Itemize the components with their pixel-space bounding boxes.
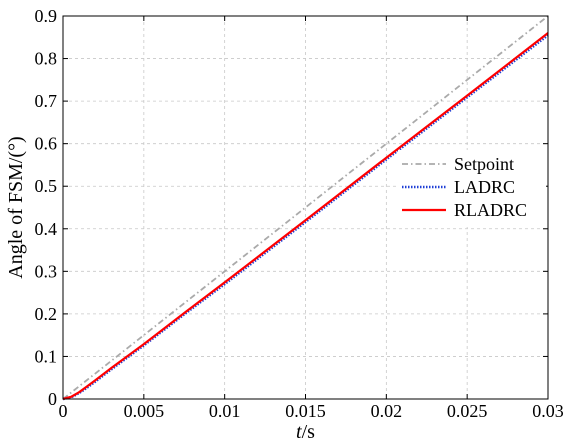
y-tick-label: 0.2 [35,304,58,324]
y-tick-label: 0 [48,389,57,409]
y-tick-label: 0.7 [35,91,58,111]
y-tick-label: 0.9 [35,6,58,26]
series-line-rladrc [62,32,549,401]
x-tick-label: 0.03 [532,401,564,421]
x-tick-label: 0.015 [285,401,326,421]
legend: Setpoint LADRC RLADRC [398,150,546,227]
legend-label-setpoint: Setpoint [454,154,514,174]
legend-label-rladrc: RLADRC [454,200,527,220]
x-axis-label: t/s [296,421,315,443]
x-tick-label: 0.025 [447,401,488,421]
y-axis-label: Angle of FSM/(°) [5,136,27,278]
x-tick-label: 0.02 [371,401,403,421]
grid [63,16,548,399]
y-tick-label: 0.5 [35,176,58,196]
legend-label-ladrc: LADRC [454,177,515,197]
legend-box [398,150,546,227]
y-tick-label: 0.6 [35,134,58,154]
x-tick-label: 0.01 [209,401,241,421]
ticks: 0 0.005 0.01 0.015 0.02 0.025 0.03 0 0.1 0.2 0.3 0.… [35,6,564,421]
x-tick-label: 0 [59,401,68,421]
y-tick-label: 0.4 [35,219,58,239]
series-line-setpoint [62,15,549,400]
y-tick-label: 0.1 [35,346,58,366]
x-tick-label: 0.005 [124,401,165,421]
x-axis-label-unit: /s [302,421,316,443]
y-tick-label: 0.3 [35,261,58,281]
series-layer [62,15,549,401]
x-axis-label-italic: t [296,421,302,443]
y-tick-label: 0.8 [35,49,58,69]
